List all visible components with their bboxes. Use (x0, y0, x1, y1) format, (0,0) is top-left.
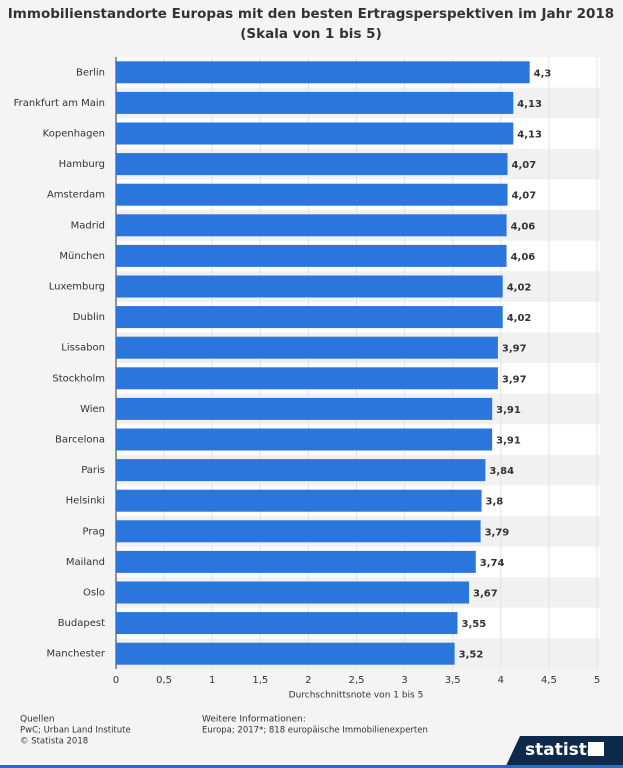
chart-title: Immobilienstandorte Europas mit den best… (8, 6, 614, 22)
value-label: 4,3 (534, 68, 552, 79)
y-tick-label: Oslo (83, 588, 105, 599)
bar (116, 428, 493, 451)
value-label: 3,74 (480, 558, 505, 569)
x-tick-label: 3,5 (445, 675, 461, 686)
bar (116, 581, 470, 604)
value-label: 3,97 (502, 344, 527, 355)
x-tick-label: 0,5 (156, 675, 172, 686)
bar (116, 122, 514, 145)
bar (116, 612, 458, 635)
bar (116, 550, 476, 573)
bar (116, 91, 514, 114)
sources: PwC; Urban Land Institute (20, 726, 131, 736)
x-tick-label: 0 (113, 675, 119, 686)
info-title: Weitere Informationen: (202, 715, 306, 725)
y-tick-label: Berlin (76, 67, 105, 78)
value-label: 4,13 (517, 99, 542, 110)
bar (116, 153, 508, 176)
value-label: 4,06 (511, 221, 536, 232)
copyright: © Statista 2018 (20, 737, 88, 747)
x-tick-label: 1,5 (252, 675, 268, 686)
value-label: 3,52 (459, 650, 484, 661)
x-tick-label: 4,5 (541, 675, 557, 686)
bar (116, 244, 507, 267)
footer-line (0, 765, 623, 768)
y-tick-label: Mailand (66, 557, 105, 568)
value-label: 3,79 (485, 527, 510, 538)
y-tick-label: Luxemburg (49, 282, 105, 293)
value-label: 4,02 (507, 313, 532, 324)
value-label: 4,06 (511, 252, 536, 263)
bar (116, 642, 455, 665)
x-tick-label: 2 (305, 675, 311, 686)
bar (116, 520, 481, 543)
y-tick-label: Frankfurt am Main (14, 98, 105, 109)
value-label: 3,97 (502, 374, 527, 385)
x-tick-label: 1 (209, 675, 215, 686)
y-tick-label: Amsterdam (47, 190, 105, 201)
value-label: 4,07 (512, 191, 537, 202)
y-tick-label: Wien (80, 404, 105, 415)
y-tick-label: Barcelona (55, 435, 105, 446)
value-label: 3,84 (489, 466, 514, 477)
y-tick-label: München (59, 251, 105, 262)
y-tick-label: Kopenhagen (43, 129, 105, 140)
chart-subtitle: (Skala von 1 bis 5) (240, 26, 382, 42)
x-tick-label: 2,5 (349, 675, 365, 686)
bar (116, 397, 493, 420)
value-label: 3,91 (496, 436, 521, 447)
y-tick-label: Manchester (47, 649, 106, 660)
bar (116, 459, 486, 482)
value-label: 3,91 (496, 405, 521, 416)
value-label: 3,8 (486, 497, 504, 508)
value-label: 4,02 (507, 283, 532, 294)
bar (116, 275, 503, 298)
value-label: 4,13 (517, 130, 542, 141)
bar (116, 336, 498, 359)
y-tick-label: Lissabon (61, 343, 105, 354)
bar (116, 183, 508, 206)
bar (116, 367, 498, 390)
info: Europa; 2017*; 818 europäische Immobilie… (202, 726, 428, 736)
x-axis-label: Durchschnittsnote von 1 bis 5 (289, 691, 424, 701)
x-tick-label: 3 (401, 675, 407, 686)
logo: statista (525, 740, 598, 760)
sources-title: Quellen (20, 715, 55, 725)
y-tick-label: Prag (83, 526, 105, 537)
x-tick-label: 4 (498, 675, 504, 686)
y-tick-label: Paris (81, 465, 105, 476)
bar (116, 61, 530, 84)
y-tick-label: Budapest (58, 618, 105, 629)
x-tick-label: 5 (594, 675, 600, 686)
bar (116, 214, 507, 237)
y-tick-label: Madrid (71, 220, 105, 231)
value-label: 3,67 (473, 589, 498, 600)
value-label: 4,07 (512, 160, 537, 171)
bar (116, 489, 482, 512)
y-tick-label: Helsinki (66, 496, 105, 507)
y-tick-label: Stockholm (52, 373, 105, 384)
y-tick-label: Dublin (73, 312, 105, 323)
logo-icon (588, 742, 604, 756)
bar (116, 306, 503, 329)
y-tick-label: Hamburg (59, 159, 105, 170)
value-label: 3,55 (462, 619, 487, 630)
